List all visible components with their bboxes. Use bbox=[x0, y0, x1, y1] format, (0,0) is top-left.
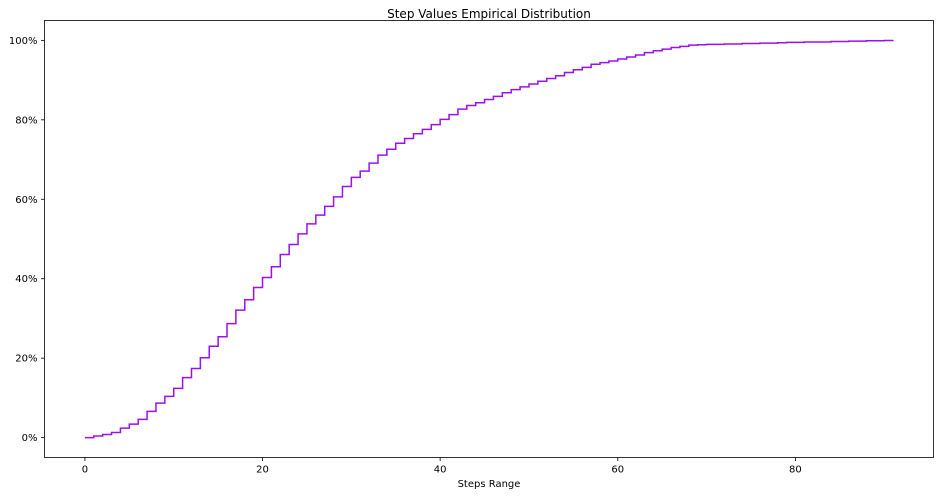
y-tick-label: 40% bbox=[15, 274, 37, 285]
x-tick-label: 40 bbox=[434, 465, 447, 476]
chart-title: Step Values Empirical Distribution bbox=[387, 7, 591, 21]
x-tick-label: 60 bbox=[611, 465, 624, 476]
y-tick-label: 60% bbox=[15, 195, 37, 206]
ecdf-step-line bbox=[84, 39, 894, 439]
plot-frame bbox=[44, 20, 934, 458]
x-axis-ticks: 0 20 40 60 80 bbox=[82, 457, 802, 476]
y-axis-ticks: 0% 20% 40% 60% 80% 100% bbox=[9, 36, 45, 444]
y-tick-label: 20% bbox=[15, 354, 37, 365]
x-tick-label: 80 bbox=[789, 465, 802, 476]
y-tick-label: 80% bbox=[15, 115, 37, 126]
x-tick-label: 0 bbox=[82, 465, 88, 476]
y-tick-label: 0% bbox=[22, 433, 38, 444]
x-axis-label: Steps Range bbox=[458, 479, 521, 490]
x-tick-label: 20 bbox=[256, 465, 269, 476]
y-tick-label: 100% bbox=[9, 36, 38, 47]
